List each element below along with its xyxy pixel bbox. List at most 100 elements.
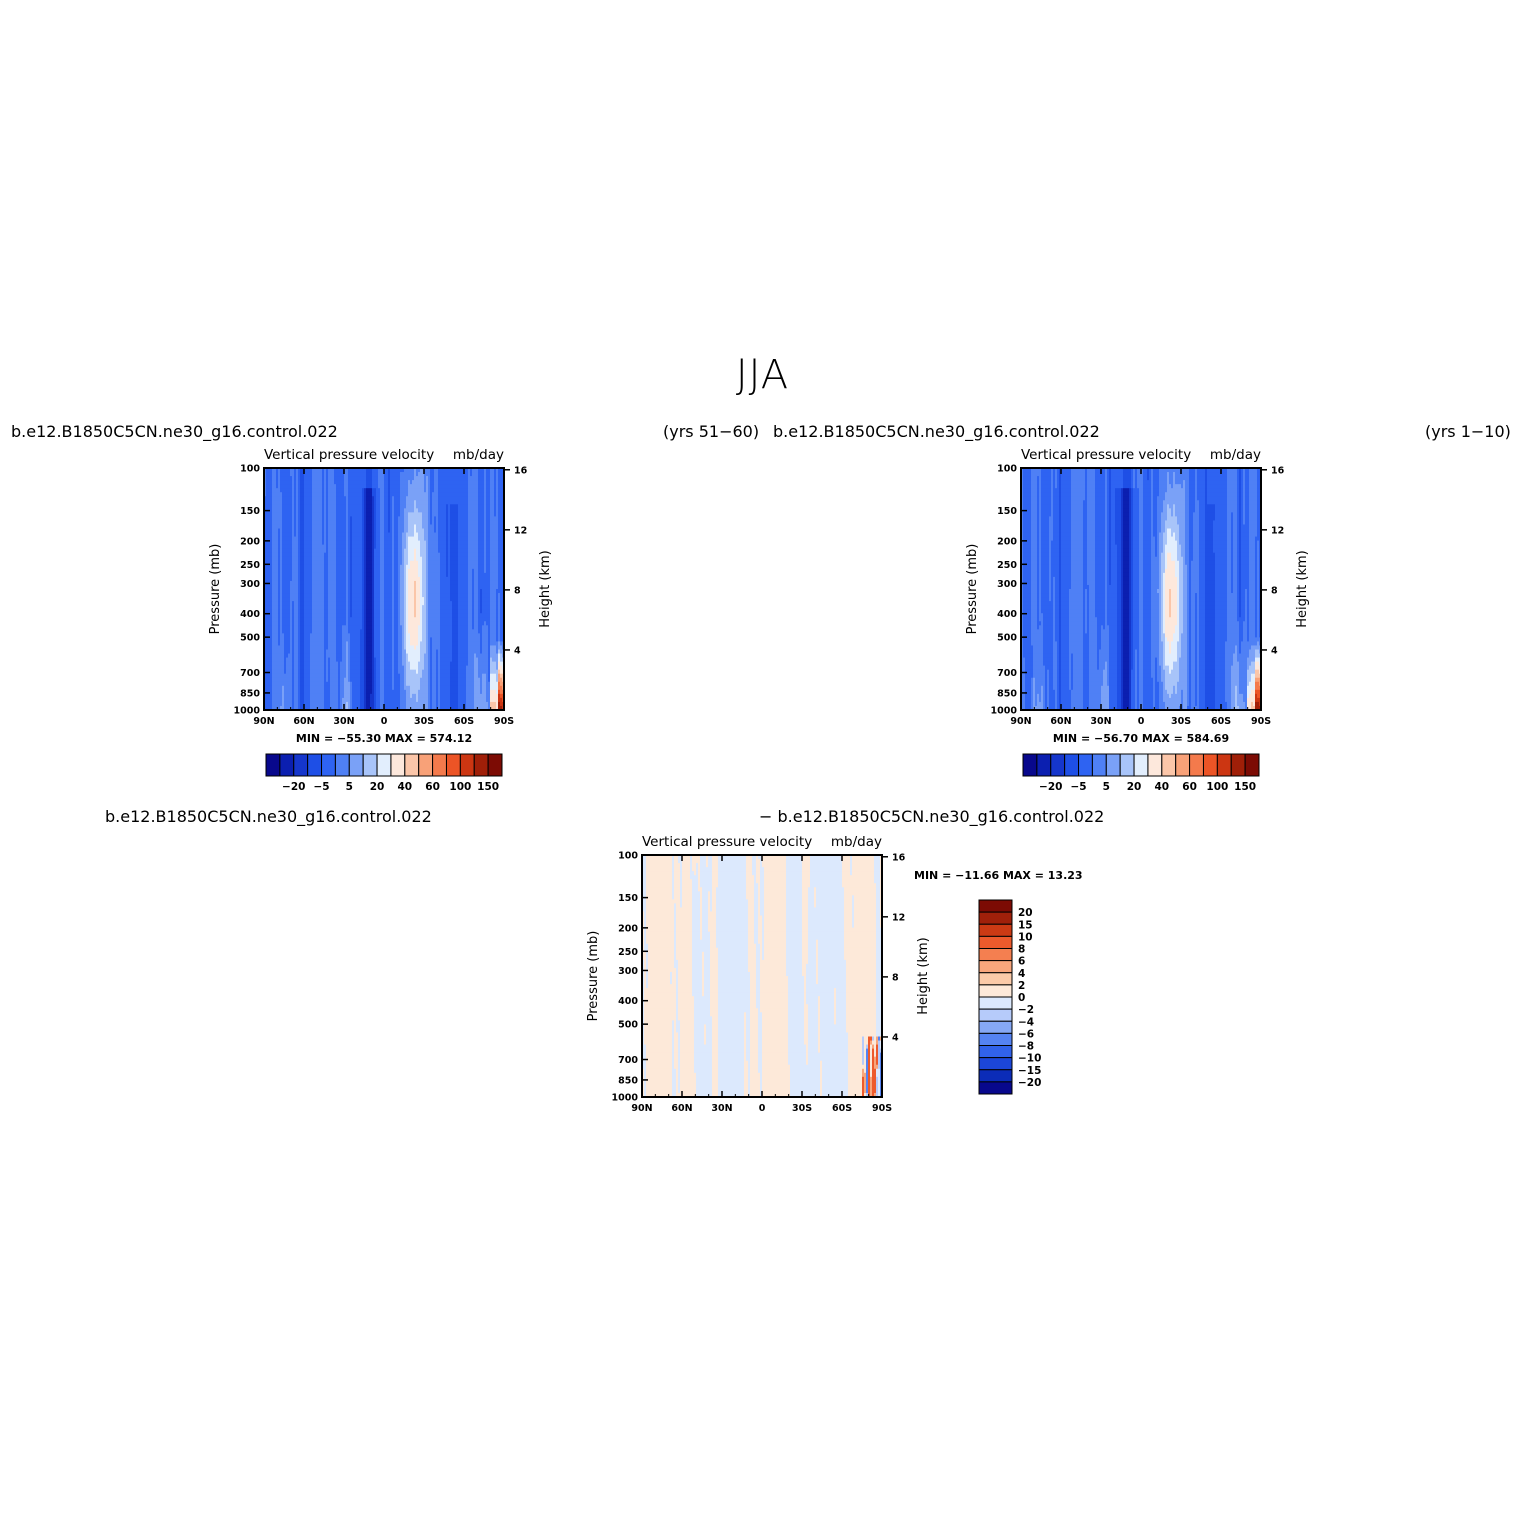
colorbar-label-diff: 0 [1018,992,1025,1004]
colorbar-box-left [473,753,489,777]
x-tick-label-right: 0 [1138,716,1145,727]
x-tick-label-right: 60N [1050,716,1071,727]
y-tick-label-left: 700 [240,668,260,679]
colorbar-box-left [321,753,336,777]
colorbar-box-right [1036,753,1052,777]
x-tick-label-right: 60S [1211,716,1231,727]
units-label-diff: mb/day [831,834,882,850]
colorbar-box-left [445,753,461,777]
x-tick-label-right: 30N [1090,716,1111,727]
colorbar-label-diff: −8 [1018,1041,1034,1053]
x-tick-label-diff: 90S [872,1103,892,1114]
y-tick-label-right: 250 [997,560,1017,571]
y-tick-label-right: 200 [997,536,1017,547]
y-tick-label-left: 300 [240,579,260,590]
colorbar-label-left: 150 [477,781,499,793]
field-left [264,468,504,710]
colorbar-box-right [1064,753,1080,777]
colorbar-box-diff [978,972,1013,986]
colorbar-box-right [1119,753,1135,777]
colorbar-box-right [1175,753,1191,777]
colorbar-label-diff: −4 [1018,1016,1034,1028]
colorbar-label-diff: 2 [1018,980,1025,992]
y2-tick-label-left: 12 [514,525,527,536]
colorbar-box-right [1216,753,1232,777]
x-tick-label-left: 90S [494,716,514,727]
y-tick-label-left: 1000 [234,706,261,717]
diff-case-a-title: b.e12.B1850C5CN.ne30_g16.control.022 [105,807,432,826]
y-tick-label-left: 150 [240,506,260,517]
y-tick-label-diff: 1000 [612,1093,639,1104]
colorbar-label-right: 60 [1182,781,1197,793]
x-tick-label-right: 30S [1171,716,1191,727]
y-tick-label-diff: 500 [618,1020,638,1031]
x-tick-label-diff: 60N [671,1103,692,1114]
x-tick-label-left: 90N [253,716,274,727]
colorbar-right: −20 −5 5 20 40 60 100 150 [1022,753,1260,793]
field-diff [642,855,882,1097]
diff-case-b-title: − b.e12.B1850C5CN.ne30_g16.control.022 [759,807,1104,826]
y2-tick-label-right: 12 [1271,525,1284,536]
y-tick-label-left: 500 [240,633,260,644]
variable-label-diff: Vertical pressure velocity [642,834,812,850]
x-tick-label-diff: 30N [711,1103,732,1114]
y-tick-label-right: 300 [997,579,1017,590]
y-tick-label-right: 100 [997,464,1017,475]
colorbar-box-right [1050,753,1066,777]
colorbar-label-diff: 4 [1018,968,1025,980]
colorbar-label-diff: 8 [1018,944,1025,956]
colorbar-box-left [390,753,406,777]
y-tick-label-right: 850 [997,688,1017,699]
colorbar-box-left [265,753,281,777]
colorbar-box-diff [978,1069,1013,1083]
y2-tick-label-left: 8 [514,585,521,596]
y2-tick-label-diff: 4 [892,1032,899,1043]
colorbar-box-right [1105,753,1121,777]
y-tick-label-right: 500 [997,633,1017,644]
y-tick-label-left: 250 [240,560,260,571]
variable-label-left: Vertical pressure velocity [264,447,434,463]
colorbar-label-left: −5 [313,781,329,793]
colorbar-label-right: 20 [1127,781,1142,793]
y2-tick-label-left: 16 [514,465,528,476]
y-tick-label-right: 700 [997,668,1017,679]
colorbar-box-right [1091,753,1107,777]
colorbar-label-diff: 6 [1018,956,1025,968]
x-tick-label-right: 90N [1010,716,1031,727]
y-tick-label-left: 200 [240,536,260,547]
colorbar-box-diff [978,935,1013,949]
y-tick-label-right: 1000 [991,706,1018,717]
colorbar-box-left [307,753,323,777]
colorbar-box-right [1078,753,1093,777]
y-tick-label-right: 150 [997,506,1017,517]
colorbar-box-diff [978,1008,1013,1022]
x-tick-label-diff: 60S [832,1103,852,1114]
colorbar-box-diff [978,1032,1013,1046]
y-axis-label-diff: Pressure (mb) [586,931,601,1022]
colorbar-box-left [293,753,309,777]
y-tick-label-diff: 700 [618,1055,638,1066]
colorbar-box-left [348,753,364,777]
colorbar-box-left [432,753,447,777]
colorbar-box-right [1189,753,1204,777]
colorbar-box-left [487,753,503,777]
colorbar-box-left [362,753,378,777]
colorbar-label-left: −20 [282,781,305,793]
colorbar-label-diff: 10 [1018,931,1033,943]
y-tick-label-diff: 250 [618,947,638,958]
colorbar-box-diff [978,1081,1013,1095]
colorbar-label-right: 5 [1103,781,1110,793]
x-tick-label-right: 90S [1251,716,1271,727]
stats-label-left: MIN = −55.30 MAX = 574.12 [296,732,472,745]
y2-tick-label-left: 4 [514,645,521,656]
y-tick-label-right: 400 [997,609,1017,620]
y-tick-label-left: 400 [240,609,260,620]
colorbar-box-diff [978,1045,1013,1059]
colorbar-box-diff [978,996,1013,1010]
y-axis-label-left: Pressure (mb) [208,544,223,635]
colorbar-label-left: 20 [370,781,385,793]
colorbar-box-right [1230,753,1246,777]
left-period-title: (yrs 51−60) [663,422,759,441]
